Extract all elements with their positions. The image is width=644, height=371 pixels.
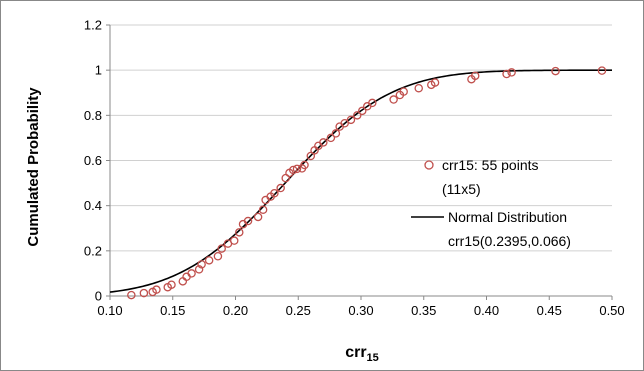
- data-point-49: [430, 78, 440, 87]
- x-tick-label-3: 0.25: [286, 303, 311, 318]
- data-point-15: [229, 236, 239, 245]
- data-point-8: [187, 269, 196, 278]
- gridlines: [110, 24, 612, 252]
- data-point-51: [470, 71, 480, 81]
- y-tick-label-0: 0: [95, 289, 102, 304]
- data-point-47: [414, 83, 423, 93]
- normal-distribution-curve: [109, 69, 612, 293]
- data-point-46: [399, 87, 408, 96]
- data-point-53: [507, 68, 516, 77]
- data-point-28: [292, 164, 302, 174]
- y-tick-label-6: 1.2: [84, 18, 102, 33]
- data-point-3: [152, 285, 161, 294]
- y-tick-label-3: 0.6: [84, 153, 102, 168]
- x-tick-label-7: 0.45: [537, 303, 562, 318]
- data-point-20: [258, 205, 268, 214]
- y-tick-label-2: 0.4: [84, 198, 102, 213]
- data-point-35: [326, 133, 336, 143]
- data-points: [127, 66, 607, 300]
- legend-label-points-line1: crr15: 55 points: [442, 157, 539, 173]
- data-point-1: [139, 288, 149, 298]
- x-axis-title-subscript: 15: [367, 352, 379, 364]
- y-tick-label-4: 0.8: [84, 108, 102, 123]
- data-point-6: [178, 277, 188, 286]
- y-axis-title: Cumulated Probability: [25, 87, 42, 247]
- data-point-43: [368, 98, 377, 108]
- y-tick-label-5: 1: [95, 63, 102, 78]
- x-tick-label-2: 0.20: [223, 303, 248, 318]
- x-tick-label-5: 0.35: [411, 303, 436, 318]
- data-point-11: [204, 256, 214, 265]
- legend-label-points-line2: (11x5): [442, 181, 481, 197]
- data-point-18: [243, 216, 253, 226]
- data-point-55: [597, 66, 607, 75]
- data-point-38: [340, 118, 349, 128]
- legend-label-curve-line1: Normal Distribution: [448, 209, 567, 225]
- y-tick-label-1: 0.2: [84, 243, 102, 258]
- y-axis-ticks: 0 0.2 0.4 0.6 0.8 1 1.2: [84, 18, 110, 304]
- legend-marker-points: [424, 160, 434, 170]
- data-point-5: [167, 280, 176, 289]
- data-point-27: [288, 165, 298, 175]
- x-axis-ticks: 0.10 0.15 0.20 0.25 0.30 0.35 0.40 0.45 0.50: [97, 296, 625, 318]
- data-point-23: [270, 188, 279, 198]
- data-point-16: [235, 228, 244, 237]
- legend: crr15: 55 points (11x5) Normal Distribut…: [411, 157, 571, 249]
- data-point-13: [217, 244, 226, 253]
- data-point-52: [502, 69, 511, 79]
- data-point-25: [281, 173, 290, 183]
- data-point-31: [306, 151, 316, 161]
- data-point-36: [331, 129, 341, 138]
- data-point-32: [310, 146, 319, 155]
- data-point-9: [194, 265, 204, 274]
- x-tick-label-8: 0.50: [599, 303, 624, 318]
- data-point-54: [551, 66, 560, 76]
- data-point-30: [300, 160, 309, 170]
- x-tick-label-1: 0.15: [160, 303, 185, 318]
- data-point-40: [352, 111, 362, 120]
- data-point-39: [346, 115, 356, 125]
- x-tick-label-6: 0.40: [474, 303, 499, 318]
- data-point-0: [127, 290, 136, 300]
- x-tick-label-0: 0.10: [97, 303, 122, 318]
- data-point-10: [197, 260, 206, 269]
- data-point-34: [319, 138, 328, 147]
- data-point-24: [276, 183, 285, 193]
- data-point-41: [358, 106, 367, 116]
- legend-label-curve-line2: crr15(0.2395,0.066): [448, 233, 571, 249]
- x-axis-title-main: crr: [345, 344, 366, 361]
- x-tick-label-4: 0.30: [348, 303, 373, 318]
- x-axis-title: crr15: [345, 344, 379, 364]
- data-point-44: [389, 95, 398, 104]
- data-point-19: [253, 212, 263, 222]
- data-point-12: [213, 252, 223, 261]
